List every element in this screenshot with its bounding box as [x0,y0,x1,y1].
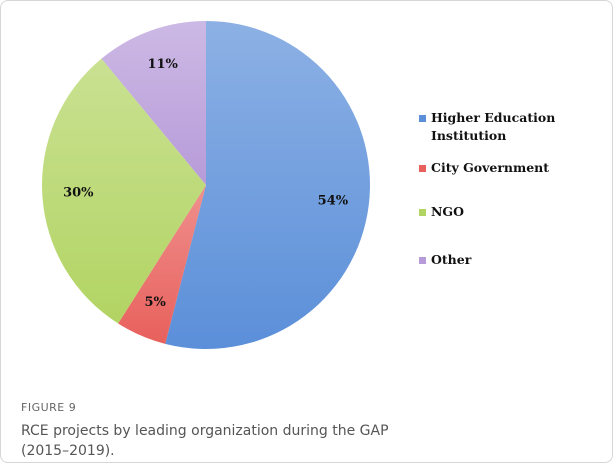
pie: 54% 5% 30% 11% [41,21,371,349]
legend-item: Higher Education Institution [419,109,561,145]
data-label: 30% [63,186,94,201]
legend-item: Other [419,251,599,269]
legend-swatch [419,115,426,122]
data-label: 5% [144,295,166,310]
legend-label: City Government [431,160,550,175]
data-label: 54% [318,194,349,209]
pie-slice [165,21,371,349]
figure-label: FIGURE 9 [21,401,77,414]
legend-swatch [419,257,426,264]
legend-swatch [419,165,426,172]
legend-label: NGO [431,204,464,219]
legend-label: Higher Education Institution [431,110,556,143]
legend-item: City Government [419,159,599,177]
legend-label: Other [431,252,472,267]
pie-slice [118,185,206,344]
legend-item: NGO [419,203,599,221]
pie-slice [41,58,206,324]
data-label: 11% [147,57,178,72]
legend-swatch [419,209,426,216]
figure-caption: RCE projects by leading organization dur… [21,423,389,459]
pie-slice [101,21,206,185]
